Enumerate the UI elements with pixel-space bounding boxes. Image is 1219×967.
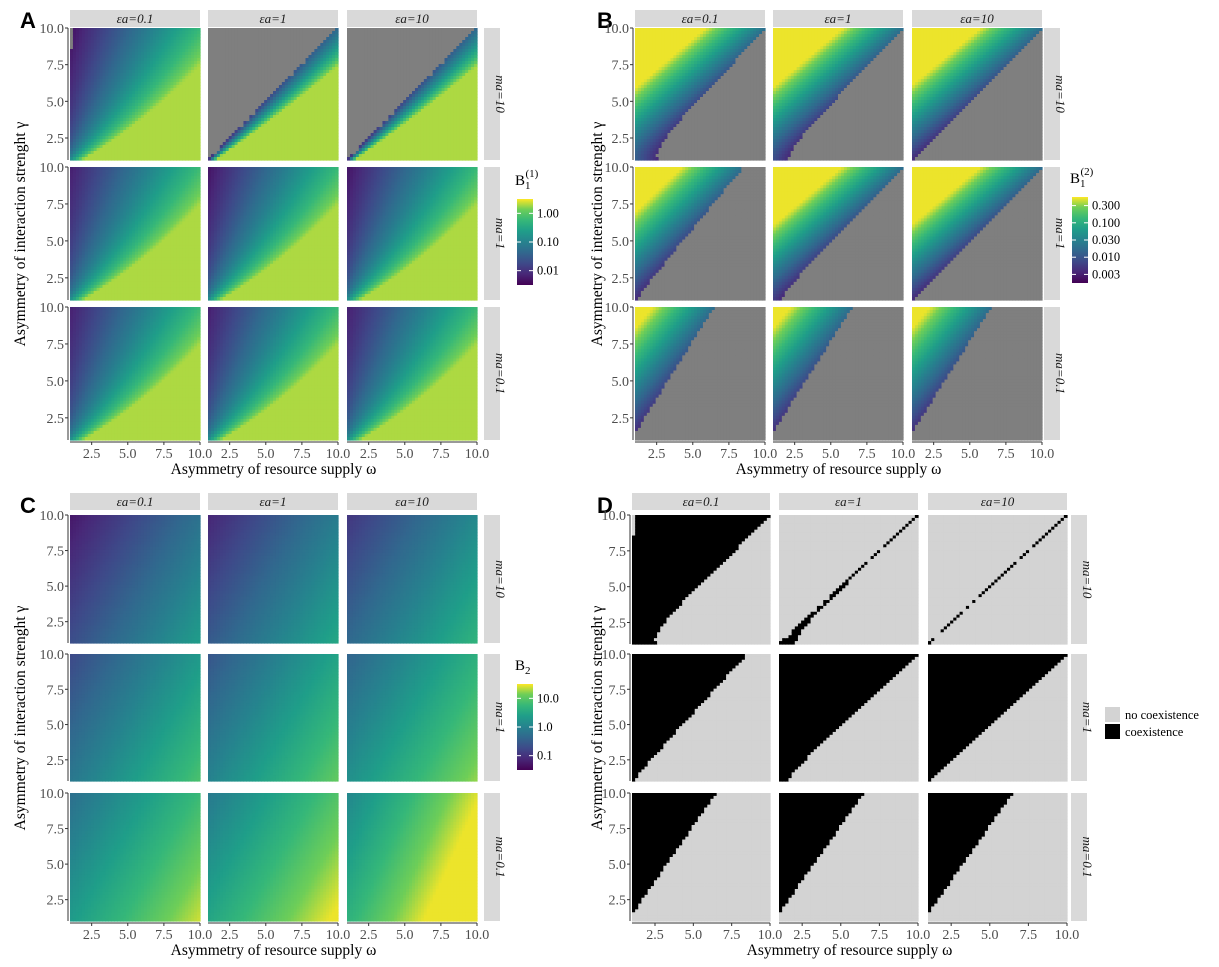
- panel-letter: A: [20, 8, 36, 33]
- facet-cell: [70, 28, 201, 161]
